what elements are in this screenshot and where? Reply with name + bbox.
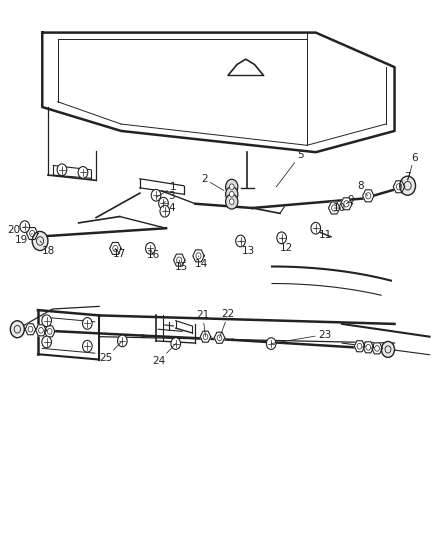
Circle shape bbox=[170, 338, 180, 350]
Text: 6: 6 bbox=[407, 152, 417, 180]
Polygon shape bbox=[44, 326, 55, 337]
Circle shape bbox=[225, 187, 237, 201]
Text: 2: 2 bbox=[201, 174, 223, 190]
Text: 13: 13 bbox=[240, 241, 254, 255]
Circle shape bbox=[20, 221, 29, 232]
Text: 17: 17 bbox=[113, 248, 126, 259]
Text: 15: 15 bbox=[174, 260, 187, 272]
Text: 18: 18 bbox=[40, 241, 54, 255]
Circle shape bbox=[399, 176, 415, 195]
Polygon shape bbox=[25, 324, 35, 335]
Text: 8: 8 bbox=[356, 181, 367, 196]
Text: 4: 4 bbox=[164, 203, 175, 213]
Circle shape bbox=[145, 243, 155, 254]
Text: 19: 19 bbox=[15, 233, 32, 245]
Text: 20: 20 bbox=[7, 225, 26, 236]
Polygon shape bbox=[200, 331, 210, 342]
Text: 5: 5 bbox=[276, 150, 303, 187]
Polygon shape bbox=[26, 228, 38, 239]
Circle shape bbox=[42, 315, 51, 327]
Circle shape bbox=[235, 235, 245, 247]
Text: 9: 9 bbox=[346, 195, 353, 205]
Polygon shape bbox=[328, 202, 339, 214]
Circle shape bbox=[229, 191, 233, 197]
Circle shape bbox=[32, 231, 48, 251]
Polygon shape bbox=[192, 250, 204, 262]
Polygon shape bbox=[371, 343, 381, 354]
Circle shape bbox=[159, 205, 169, 217]
Circle shape bbox=[151, 189, 160, 201]
Polygon shape bbox=[173, 254, 184, 266]
Circle shape bbox=[229, 199, 233, 205]
Text: 3: 3 bbox=[162, 191, 174, 204]
Text: 16: 16 bbox=[146, 248, 159, 260]
Circle shape bbox=[310, 222, 320, 234]
Circle shape bbox=[229, 184, 233, 190]
Polygon shape bbox=[362, 342, 373, 353]
Text: 7: 7 bbox=[399, 172, 410, 187]
Circle shape bbox=[276, 232, 286, 244]
Text: 21: 21 bbox=[196, 310, 209, 337]
Text: 11: 11 bbox=[314, 228, 331, 240]
Circle shape bbox=[11, 321, 24, 338]
Circle shape bbox=[225, 179, 237, 194]
Circle shape bbox=[82, 318, 92, 329]
Polygon shape bbox=[214, 332, 224, 343]
Polygon shape bbox=[392, 181, 404, 193]
Polygon shape bbox=[35, 325, 46, 336]
Circle shape bbox=[42, 336, 51, 348]
Polygon shape bbox=[362, 190, 373, 202]
Text: 10: 10 bbox=[332, 203, 346, 213]
Text: 25: 25 bbox=[99, 341, 122, 363]
Polygon shape bbox=[110, 243, 121, 254]
Text: 22: 22 bbox=[219, 309, 234, 338]
Text: 24: 24 bbox=[152, 344, 175, 366]
Circle shape bbox=[266, 338, 276, 350]
Text: 1: 1 bbox=[155, 182, 177, 197]
Polygon shape bbox=[340, 198, 351, 210]
Circle shape bbox=[225, 194, 237, 209]
Circle shape bbox=[78, 166, 88, 178]
Circle shape bbox=[117, 335, 127, 347]
Circle shape bbox=[158, 197, 168, 209]
Circle shape bbox=[381, 342, 394, 358]
Circle shape bbox=[57, 164, 67, 175]
Polygon shape bbox=[353, 341, 364, 352]
Circle shape bbox=[82, 341, 92, 352]
Text: 14: 14 bbox=[194, 256, 207, 269]
Text: 23: 23 bbox=[271, 329, 330, 344]
Text: 12: 12 bbox=[279, 238, 292, 253]
